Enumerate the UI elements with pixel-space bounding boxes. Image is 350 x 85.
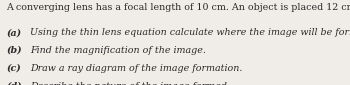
Text: (b): (b) [6,46,22,55]
Text: A converging lens has a focal length of 10 cm. An object is placed 12 cm from th: A converging lens has a focal length of … [6,3,350,12]
Text: Find the magnification of the image.: Find the magnification of the image. [30,46,206,55]
Text: Using the thin lens equation calculate where the image will be formed?: Using the thin lens equation calculate w… [30,28,350,37]
Text: Describe the nature of the image formed.: Describe the nature of the image formed. [30,82,230,85]
Text: (a): (a) [6,28,21,37]
Text: (c): (c) [6,64,21,73]
Text: (d): (d) [6,82,22,85]
Text: Draw a ray diagram of the image formation.: Draw a ray diagram of the image formatio… [30,64,243,73]
